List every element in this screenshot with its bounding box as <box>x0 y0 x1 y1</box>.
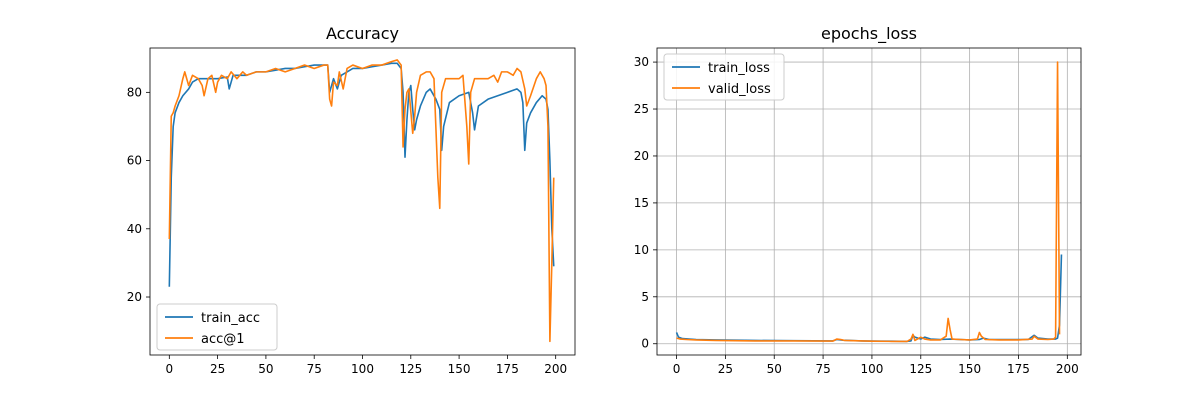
chart-title: Accuracy <box>326 24 399 43</box>
x-tick-label: 75 <box>307 362 322 376</box>
legend: train_loss valid_loss <box>663 53 785 101</box>
x-tick-label: 200 <box>544 362 567 376</box>
y-tick-label: 60 <box>127 154 142 168</box>
x-tick-label: 50 <box>767 362 782 376</box>
legend-label: train_loss <box>708 61 770 76</box>
y-tick-label: 30 <box>634 55 649 69</box>
x-tick-label: 125 <box>399 362 422 376</box>
x-tick-label: 125 <box>909 362 932 376</box>
legend-label: train_acc <box>201 311 260 326</box>
x-tick-label: 175 <box>1007 362 1030 376</box>
x-tick-label: 0 <box>673 362 681 376</box>
x-tick-label: 25 <box>718 362 733 376</box>
x-tick-label: 100 <box>860 362 883 376</box>
x-tick-label: 25 <box>210 362 225 376</box>
y-tick-label: 15 <box>634 196 649 210</box>
y-tick-label: 20 <box>127 290 142 304</box>
accuracy-chart: 0 25 50 75 100 125 150 175 200 20 40 60 80 Accuracy tr… <box>127 24 576 376</box>
plot-frame <box>656 47 1082 356</box>
x-tick-label: 200 <box>1056 362 1079 376</box>
series-line-train_acc <box>168 62 555 287</box>
x-tick-label: 100 <box>351 362 374 376</box>
x-tick-label: 175 <box>496 362 519 376</box>
y-tick-label: 80 <box>127 85 142 99</box>
y-tick-label: 40 <box>127 222 142 236</box>
x-tick-label: 150 <box>958 362 981 376</box>
x-tick-label: 50 <box>258 362 273 376</box>
x-tick-label: 150 <box>448 362 471 376</box>
legend-label: acc@1 <box>201 332 245 347</box>
x-tick-label: 0 <box>165 362 173 376</box>
epochs-loss-chart: 0 25 50 75 100 125 150 175 200 0 5 10 15 20 25 30 epochs… <box>634 24 1082 376</box>
legend: train_acc acc@1 <box>156 303 278 351</box>
x-tick-label: 75 <box>815 362 830 376</box>
series-line-valid_loss <box>676 61 1061 343</box>
legend-label: valid_loss <box>708 82 771 97</box>
chart-title: epochs_loss <box>821 24 917 44</box>
y-tick-label: 20 <box>634 149 649 163</box>
y-tick-label: 5 <box>641 290 649 304</box>
y-tick-label: 25 <box>634 102 649 116</box>
series-line-acc@1 <box>168 59 555 343</box>
y-tick-label: 10 <box>634 243 649 257</box>
y-tick-label: 0 <box>641 337 649 351</box>
